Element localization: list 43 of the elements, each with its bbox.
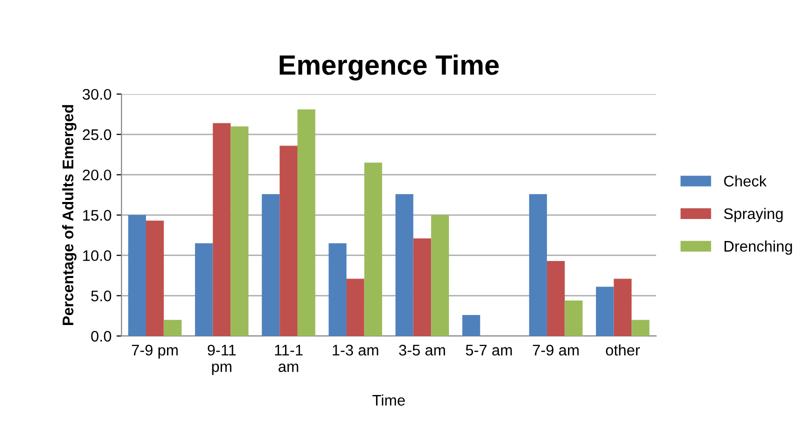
bar: [328, 243, 346, 336]
bar: [564, 300, 583, 336]
x-tick-label: 5-7 am: [466, 344, 512, 356]
x-axis-title: Time: [372, 394, 405, 406]
bar: [529, 194, 547, 336]
x-tick-label: other: [606, 344, 640, 356]
bar: [230, 126, 248, 336]
x-tick-label: 1-3 am: [332, 344, 378, 356]
legend-label: Drenching: [724, 240, 792, 255]
y-tick-label: 30.0: [82, 88, 112, 100]
bar: [280, 146, 298, 336]
y-tick-label: 10.0: [83, 250, 112, 262]
bar: [146, 220, 164, 336]
bar: [164, 320, 182, 336]
y-tick-label: 15.0: [83, 210, 112, 221]
x-tick-label: 11-1 am: [275, 344, 303, 372]
x-tick-label: 7-9 am: [532, 344, 579, 356]
bar: [262, 194, 280, 336]
bar: [395, 194, 414, 336]
y-tick-label: 0.0: [91, 330, 112, 342]
legend-label: Spraying: [724, 208, 783, 222]
y-tick-label: 5.0: [91, 290, 112, 302]
bar: [431, 215, 449, 336]
x-tick-label: 3-5 am: [399, 344, 445, 356]
bar: [614, 278, 632, 336]
chart-title: Emergence Time: [280, 54, 499, 81]
bar: [596, 286, 614, 336]
y-axis-title: Percentage of Adults Emerged: [62, 105, 76, 325]
bar: [364, 162, 382, 336]
x-tick-label: 7-9 pm: [132, 344, 178, 359]
bar: [413, 238, 432, 336]
bar: [297, 109, 316, 336]
bar: [546, 261, 565, 336]
bar: [195, 243, 213, 336]
y-tick-label: 20.0: [82, 170, 112, 180]
bar: [346, 278, 364, 336]
bar: [632, 320, 650, 336]
y-tick-label: 25.0: [82, 129, 112, 140]
bar: [462, 315, 480, 336]
x-tick-label: 9-11 pm: [208, 344, 236, 376]
bar: [128, 215, 146, 336]
bar: [212, 123, 231, 336]
legend-label: Check: [724, 175, 767, 187]
